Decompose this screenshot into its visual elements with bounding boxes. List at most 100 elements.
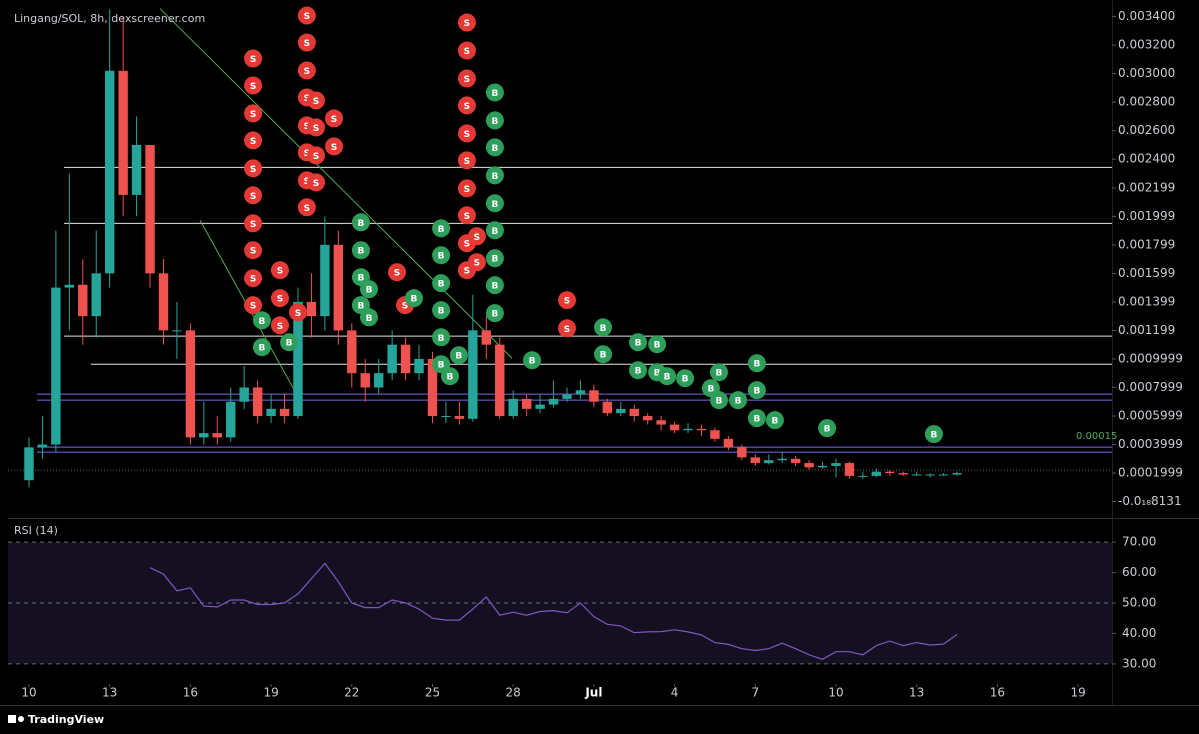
candle-body <box>831 463 841 466</box>
y-tick-label: 0.001599 <box>1118 266 1175 280</box>
trade-marker <box>270 289 289 308</box>
trade-marker-label: S <box>250 137 256 147</box>
candle-body <box>266 408 276 416</box>
chart-title: Lingang/SOL, 8h, dexscreener.com <box>14 12 205 25</box>
y-tick-label: 0.002400 <box>1118 152 1175 166</box>
candle-body <box>764 460 774 464</box>
candle-body <box>911 474 922 476</box>
trade-marker <box>676 369 695 388</box>
candle-body <box>925 474 935 476</box>
trade-marker-label: B <box>455 352 462 362</box>
x-tick-label: 10 <box>21 686 36 700</box>
trade-marker-label: B <box>438 280 445 290</box>
candle-body <box>212 433 222 438</box>
trade-marker-label: S <box>250 275 256 285</box>
trade-marker <box>252 338 271 357</box>
candle-body <box>656 420 666 425</box>
trade-marker <box>307 118 326 137</box>
candle-body <box>226 401 236 438</box>
trade-marker <box>325 109 344 128</box>
trade-marker <box>709 363 728 382</box>
candle-body <box>602 401 613 414</box>
trade-marker <box>360 280 379 299</box>
trade-marker-label: S <box>331 115 337 125</box>
trade-marker <box>432 246 451 265</box>
trade-marker-label: S <box>313 152 319 162</box>
candle-body <box>252 387 263 416</box>
y-tick-label: 0.003000 <box>1118 66 1175 80</box>
candle-body <box>616 408 626 414</box>
trade-marker <box>557 291 576 310</box>
trade-marker-label: S <box>250 302 256 312</box>
trade-marker-label: S <box>277 295 283 305</box>
y-tick-label: 30.00 <box>1122 656 1156 670</box>
candle-body <box>145 144 155 274</box>
trade-marker-label: B <box>600 324 607 334</box>
trade-marker <box>244 49 263 68</box>
trade-marker <box>485 249 504 268</box>
trade-marker-label: B <box>438 361 445 371</box>
trade-marker-label: B <box>824 425 831 435</box>
trade-marker-label: S <box>250 110 256 120</box>
trade-marker-label: B <box>438 225 445 235</box>
y-tick-label: 0.003200 <box>1118 38 1175 52</box>
candle-body <box>642 416 653 421</box>
trade-marker <box>432 274 451 293</box>
trade-marker <box>457 69 476 88</box>
candle-body <box>481 330 491 345</box>
trade-marker <box>449 346 468 365</box>
y-tick-label: 0.001799 <box>1118 237 1175 251</box>
y-tick-label: 0.0003999 <box>1118 437 1183 451</box>
trade-marker-label: S <box>250 247 256 257</box>
trade-marker-label: S <box>564 325 570 335</box>
trade-marker-label: B <box>735 397 742 407</box>
trade-marker-label: B <box>753 387 760 397</box>
candle-body <box>51 287 61 445</box>
trade-marker-label: S <box>304 67 310 77</box>
trade-marker-label: B <box>491 282 498 292</box>
candle-body <box>293 301 303 416</box>
plot-layer: 0.003400 0.003200 0.003000 0.002800 0.002600… <box>8 6 1183 700</box>
trade-marker-label: B <box>259 317 266 327</box>
trade-marker-label: B <box>635 367 642 377</box>
candle-body <box>575 390 586 395</box>
candle-body <box>790 458 801 464</box>
candle-body <box>737 447 747 458</box>
trade-marker-label: B <box>491 227 498 237</box>
candle-body <box>427 358 438 416</box>
x-tick-label: Jul <box>584 686 602 700</box>
trade-marker <box>288 303 307 322</box>
candle-body <box>441 416 451 417</box>
trade-marker-label: B <box>410 295 417 305</box>
x-tick-label: 22 <box>344 686 359 700</box>
y-tick-label: 0.0007999 <box>1118 380 1183 394</box>
trade-marker <box>629 333 648 352</box>
trade-marker-label: S <box>250 192 256 202</box>
candle-body <box>199 433 209 438</box>
trade-marker-label: B <box>491 144 498 154</box>
trade-marker-label: B <box>771 417 778 427</box>
x-tick-label: 13 <box>102 686 117 700</box>
candle-body <box>320 244 330 317</box>
candle-body <box>898 473 908 475</box>
trade-marker-label: S <box>464 212 470 222</box>
trade-marker <box>457 124 476 143</box>
candle-body <box>777 458 787 461</box>
trade-marker-label: S <box>464 157 470 167</box>
trade-marker-label: S <box>250 165 256 175</box>
trade-marker <box>457 179 476 198</box>
trade-marker <box>244 131 263 150</box>
trade-marker <box>244 214 263 233</box>
x-tick-label: 19 <box>263 686 278 700</box>
candle-body <box>468 330 478 419</box>
candle-body <box>804 463 814 468</box>
trade-marker-label: S <box>474 259 480 269</box>
trade-marker-label: S <box>250 55 256 65</box>
y-tick-label: 0.002800 <box>1118 95 1175 109</box>
y-tick-label: 40.00 <box>1122 626 1156 640</box>
trade-marker <box>648 335 667 354</box>
trade-marker <box>485 221 504 240</box>
trade-marker <box>729 391 748 410</box>
y-tick-label: 0.001199 <box>1118 323 1175 337</box>
trade-marker <box>244 104 263 123</box>
